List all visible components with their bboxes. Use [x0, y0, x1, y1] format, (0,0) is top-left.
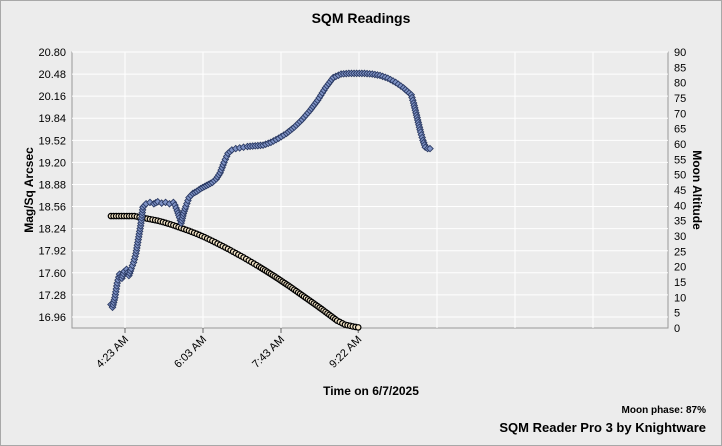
x-tick-label: 9:22 AM: [327, 334, 364, 371]
y-tick-label: 19.84: [38, 113, 66, 125]
y2-tick-label: 30: [674, 231, 686, 243]
y-tick-label: 17.60: [38, 268, 66, 280]
credit-text: SQM Reader Pro 3 by Knightware: [499, 420, 706, 435]
y2-tick-label: 10: [674, 292, 686, 304]
x-axis-ticks: 4:23 AM 6:03 AM 7:43 AM 9:22 AM: [94, 328, 364, 371]
y2-axis-label: Moon Altitude: [690, 150, 704, 230]
y2-tick-label: 20: [674, 262, 686, 274]
y2-tick-label: 45: [674, 185, 686, 197]
y-axis-label: Mag/Sq Arcsec: [22, 147, 36, 233]
y-tick-label: 18.56: [38, 202, 66, 214]
moon-phase-text: Moon phase: 87%: [622, 405, 707, 416]
y2-tick-label: 50: [674, 170, 686, 182]
y2-tick-label: 80: [674, 78, 686, 90]
y2-tick-label: 70: [674, 108, 686, 120]
chart-title: SQM Readings: [312, 10, 411, 26]
y2-tick-label: 60: [674, 139, 686, 151]
y-tick-label: 20.48: [38, 69, 66, 81]
y-tick-label: 17.28: [38, 290, 66, 302]
sqm-point: [426, 144, 434, 153]
y2-tick-label: 75: [674, 93, 686, 105]
plot-area: [71, 51, 669, 329]
y2-tick-label: 15: [674, 277, 686, 289]
x-tick-label: 4:23 AM: [94, 334, 131, 371]
y2-tick-label: 85: [674, 62, 686, 74]
y-tick-label: 18.88: [38, 179, 66, 191]
y2-tick-label: 0: [674, 323, 680, 335]
x-tick-label: 6:03 AM: [172, 334, 209, 371]
moon-point: [354, 324, 362, 331]
y-tick-label: 19.52: [38, 135, 66, 147]
grid-lines: [72, 51, 668, 328]
sqm-series: [107, 69, 434, 312]
y2-tick-label: 55: [674, 154, 686, 166]
y-axis-ticks: 20.80 20.48 20.16 19.84 19.52 19.20 18.88 18.56…: [38, 47, 66, 324]
x-tick-label: 7:43 AM: [250, 334, 287, 371]
moon-altitude-series: [107, 212, 362, 331]
y-tick-label: 20.80: [38, 47, 66, 59]
y-tick-label: 19.20: [38, 157, 66, 169]
y-tick-label: 16.96: [38, 312, 66, 324]
y-tick-label: 17.92: [38, 246, 66, 258]
y2-tick-label: 65: [674, 124, 686, 136]
y-tick-label: 18.24: [38, 224, 66, 236]
y-tick-label: 20.16: [38, 91, 66, 103]
y2-tick-label: 5: [674, 308, 680, 320]
x-axis-label: Time on 6/7/2025: [323, 384, 419, 398]
y2-tick-label: 40: [674, 200, 686, 212]
y2-tick-label: 25: [674, 246, 686, 258]
y2-tick-label: 35: [674, 216, 686, 228]
y2-tick-label: 90: [674, 47, 686, 59]
